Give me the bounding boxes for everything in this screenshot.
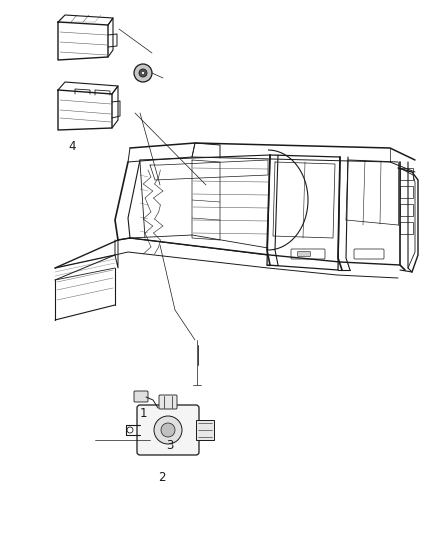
- FancyBboxPatch shape: [400, 168, 413, 180]
- FancyBboxPatch shape: [354, 249, 384, 259]
- FancyBboxPatch shape: [159, 395, 177, 409]
- FancyBboxPatch shape: [134, 391, 148, 402]
- FancyBboxPatch shape: [297, 252, 311, 256]
- Circle shape: [127, 427, 133, 433]
- Circle shape: [161, 423, 175, 437]
- Text: 4: 4: [68, 140, 75, 153]
- Circle shape: [139, 69, 147, 77]
- Circle shape: [134, 64, 152, 82]
- FancyBboxPatch shape: [400, 186, 413, 198]
- Text: 1: 1: [140, 407, 148, 419]
- Text: 2: 2: [158, 471, 165, 483]
- FancyBboxPatch shape: [137, 405, 199, 455]
- Circle shape: [141, 71, 145, 75]
- FancyBboxPatch shape: [196, 420, 214, 440]
- FancyBboxPatch shape: [400, 204, 413, 216]
- FancyBboxPatch shape: [291, 249, 325, 259]
- Circle shape: [154, 416, 182, 444]
- Text: 3: 3: [166, 439, 174, 451]
- FancyBboxPatch shape: [400, 222, 413, 234]
